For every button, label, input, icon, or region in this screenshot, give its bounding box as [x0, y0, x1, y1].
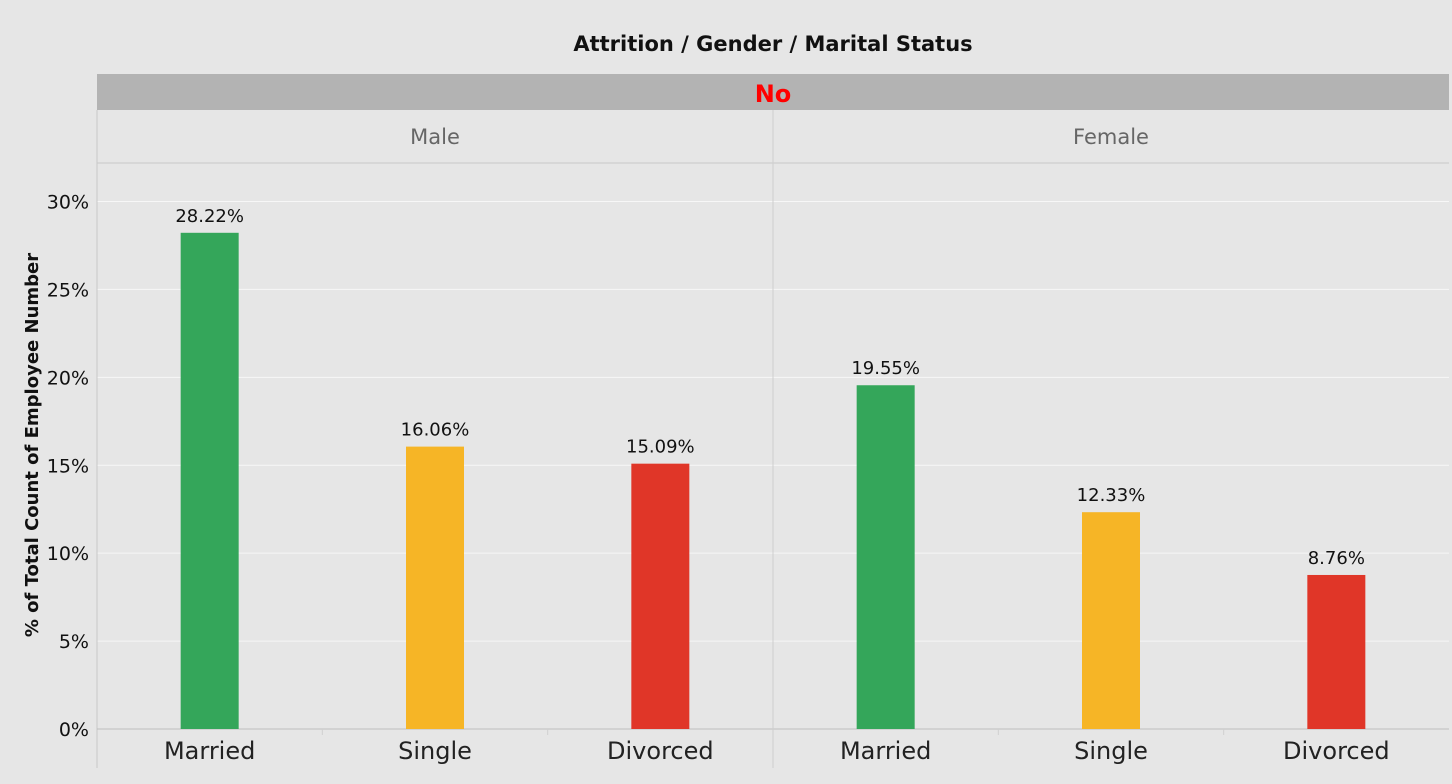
data-label: 12.33%: [1077, 485, 1146, 506]
y-tick-label: 10%: [47, 543, 89, 565]
x-tick-label: Married: [164, 737, 255, 765]
bars: 28.22% 16.06% 15.09% 19.55% 12.33% 8.76%: [175, 206, 1366, 729]
bar-female-married: [856, 385, 915, 729]
chart-title: Attrition / Gender / Marital Status: [573, 32, 972, 56]
attrition-header-label: No: [755, 80, 792, 108]
bar-male-divorced: [631, 463, 690, 729]
x-tick-label: Single: [398, 737, 472, 765]
data-label: 19.55%: [851, 358, 920, 379]
x-tick-label: Single: [1074, 737, 1148, 765]
data-label: 15.09%: [626, 437, 695, 458]
attrition-header-band: [97, 74, 1449, 110]
y-axis-title: % of Total Count of Employee Number: [22, 253, 43, 637]
x-tick-label: Married: [840, 737, 931, 765]
y-tick-label: 25%: [47, 279, 89, 301]
bar-male-married: [180, 232, 239, 729]
x-tick-label: Divorced: [607, 737, 714, 765]
data-label: 28.22%: [175, 206, 244, 227]
data-label: 8.76%: [1308, 548, 1365, 569]
x-tick-label: Divorced: [1283, 737, 1390, 765]
y-tick-label: 5%: [59, 631, 89, 653]
bar-male-single: [406, 446, 464, 729]
y-tick-label: 0%: [59, 719, 89, 741]
panel-header-male: Male: [410, 125, 460, 149]
y-tick-label: 20%: [47, 367, 89, 389]
y-tick-label: 15%: [47, 455, 89, 477]
y-tick-label: 30%: [47, 192, 89, 214]
bar-female-divorced: [1307, 574, 1366, 729]
bar-female-single: [1082, 512, 1140, 729]
axes: 0% 5% 10% 15% 20% 25% 30% Male Married Single Divo…: [47, 110, 1449, 768]
panel-header-female: Female: [1073, 125, 1149, 149]
data-label: 16.06%: [401, 420, 470, 441]
